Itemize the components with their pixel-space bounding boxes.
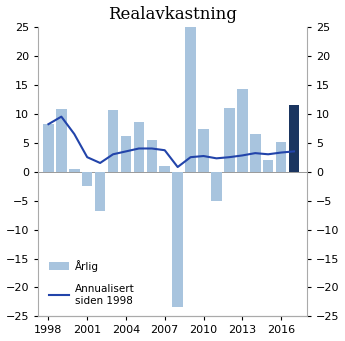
Bar xyxy=(121,136,131,172)
Bar xyxy=(108,110,118,172)
Bar xyxy=(43,124,54,172)
Bar xyxy=(185,24,196,172)
Bar xyxy=(263,160,274,172)
Bar xyxy=(82,172,92,186)
Bar xyxy=(237,89,248,172)
Bar xyxy=(276,142,286,172)
Legend: Årlig, Annualisert
siden 1998: Årlig, Annualisert siden 1998 xyxy=(43,255,139,311)
Bar xyxy=(134,122,144,172)
Bar xyxy=(147,140,157,172)
Bar xyxy=(250,134,260,172)
Bar xyxy=(56,109,67,172)
Bar xyxy=(211,172,222,201)
Bar xyxy=(69,169,80,172)
Bar xyxy=(172,172,183,307)
Bar xyxy=(289,105,299,172)
Title: Realavkastning: Realavkastning xyxy=(108,5,237,23)
Bar xyxy=(95,172,106,211)
Bar xyxy=(224,108,235,172)
Bar xyxy=(159,166,170,172)
Bar xyxy=(198,129,209,172)
